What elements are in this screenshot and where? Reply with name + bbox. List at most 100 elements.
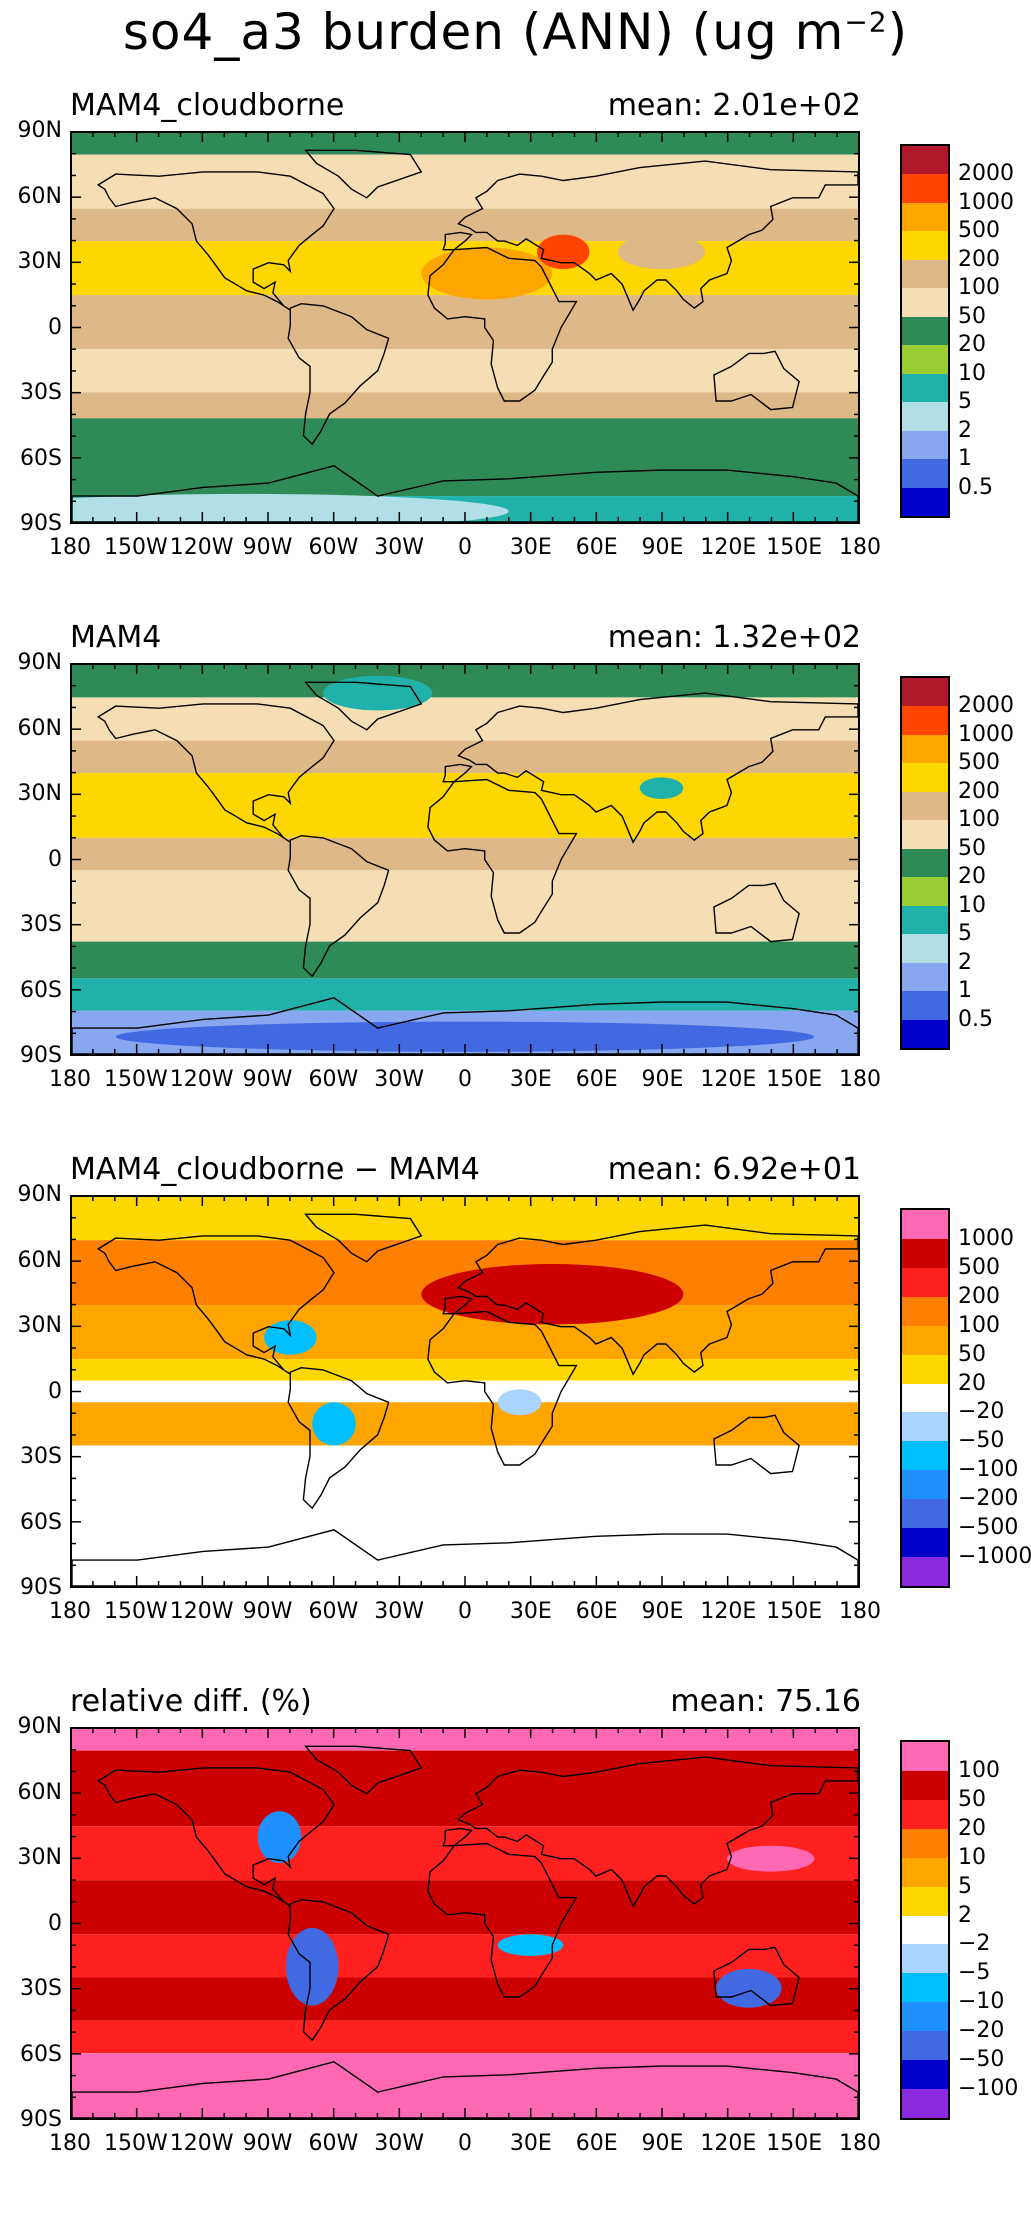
colorbar-swatch xyxy=(902,820,948,851)
panel-mean: mean: 75.16 xyxy=(670,1684,861,1719)
colorbar-swatch xyxy=(902,1886,948,1918)
lon-tick-label: 120W xyxy=(169,1067,234,1092)
panel-mean: mean: 1.32e+02 xyxy=(607,620,861,655)
lat-tick-label: 90N xyxy=(17,1182,62,1207)
lat-tick-label: 60N xyxy=(17,1247,62,1273)
lat-tick-label: 90S xyxy=(20,511,62,536)
colorbar-swatch xyxy=(902,1412,948,1443)
colorbar-label: 2000 xyxy=(958,693,1014,719)
colorbar-swatch xyxy=(902,316,948,347)
lon-tick-label: 0 xyxy=(458,1067,472,1092)
colorbar-label: 200 xyxy=(958,1283,1000,1309)
colorbar-label: 1000 xyxy=(958,1225,1014,1251)
colorbar-swatch xyxy=(902,1296,948,1328)
colorbar xyxy=(900,676,950,1050)
lon-tick-label: 90E xyxy=(641,535,684,560)
colorbar-swatch xyxy=(902,991,948,1022)
colorbar-swatch xyxy=(902,2089,948,2119)
colorbar-label: −2 xyxy=(958,1931,991,1957)
map-field xyxy=(72,1729,858,2118)
lat-tick-label: 30N xyxy=(17,249,62,274)
lon-tick-label: 120W xyxy=(169,2131,234,2156)
colorbar-swatch xyxy=(902,1799,948,1831)
colorbar-label: 200 xyxy=(958,246,1000,272)
colorbar-swatch xyxy=(902,1354,948,1386)
colorbar-label: 5 xyxy=(958,389,972,415)
lat-tick-label: 90N xyxy=(17,1714,62,1739)
colorbar-swatch xyxy=(902,1770,948,1802)
lon-tick-label: 90W xyxy=(242,1599,293,1624)
panel-title: MAM4_cloudborne xyxy=(70,88,345,123)
lon-tick-label: 120E xyxy=(700,535,757,560)
lon-tick-label: 150W xyxy=(103,2131,168,2156)
lon-tick-label: 120E xyxy=(700,1067,757,1092)
lon-tick-label: 30E xyxy=(509,2131,552,2156)
colorbar-swatch xyxy=(902,345,948,376)
colorbar-swatch xyxy=(902,2060,948,2091)
colorbar-swatch xyxy=(902,1238,948,1270)
colorbar-swatch xyxy=(902,402,948,433)
colorbar-label: 1 xyxy=(958,446,972,472)
colorbar-swatch xyxy=(902,1019,948,1049)
lon-tick-label: 180 xyxy=(839,535,881,560)
lon-tick-label: 30W xyxy=(374,535,425,560)
colorbar-swatch xyxy=(902,231,948,262)
map-panel: MAM4_cloudborne − MAM4 mean: 6.92e+01 90N 6… xyxy=(0,1152,1031,1682)
colorbar-swatch xyxy=(902,1210,948,1241)
colorbar-label: 20 xyxy=(958,864,986,890)
lon-tick-label: 90E xyxy=(641,2131,684,2156)
lon-tick-label: 60E xyxy=(575,1599,618,1624)
colorbar-swatch xyxy=(902,1857,948,1889)
lat-tick-label: 30N xyxy=(17,781,62,806)
lon-tick-label: 90W xyxy=(242,2131,293,2156)
colorbar-swatch xyxy=(902,1742,948,1773)
colorbar-label: 20 xyxy=(958,1815,986,1841)
lon-tick-label: 150W xyxy=(103,1599,168,1624)
panel-title: MAM4 xyxy=(70,620,162,655)
colorbar-label: 100 xyxy=(958,1312,1000,1338)
colorbar-swatch xyxy=(902,373,948,404)
lon-tick-label: 120E xyxy=(700,1599,757,1624)
lon-tick-label: 90E xyxy=(641,1067,684,1092)
lat-tick-label: 0 xyxy=(48,846,62,872)
lat-tick-label: 0 xyxy=(48,314,62,340)
map-panel: relative diff. (%) mean: 75.16 90N 60N 30N 0 3… xyxy=(0,1684,1031,2214)
lon-tick-label: 30W xyxy=(374,2131,425,2156)
colorbar-label: −20 xyxy=(958,1399,1005,1425)
colorbar-label: 50 xyxy=(958,1341,986,1367)
colorbar-label: 500 xyxy=(958,218,1000,244)
lat-tick-label: 60N xyxy=(17,183,62,209)
lon-tick-label: 180 xyxy=(49,1067,91,1092)
colorbar-label: −1000 xyxy=(958,1544,1031,1570)
lon-tick-label: 30W xyxy=(374,1599,425,1624)
colorbar-swatch xyxy=(902,791,948,822)
colorbar-label: 0.5 xyxy=(958,1006,993,1032)
lon-tick-label: 0 xyxy=(458,535,472,560)
lat-tick-label: 90N xyxy=(17,650,62,675)
lon-tick-label: 180 xyxy=(839,2131,881,2156)
figure-title: so4_a3 burden (ANN) (ug m−2) xyxy=(122,3,909,61)
map-plot xyxy=(70,131,860,524)
colorbar-swatch xyxy=(902,459,948,490)
lat-tick-label: 30N xyxy=(17,1845,62,1870)
lon-tick-label: 150W xyxy=(103,1067,168,1092)
colorbar-swatch xyxy=(902,288,948,319)
map-panel: MAM4 mean: 1.32e+02 90N 60N 30N 0 30S 60S 90S 180… xyxy=(0,620,1031,1150)
map-field xyxy=(72,1197,858,1586)
lon-tick-label: 60E xyxy=(575,2131,618,2156)
lat-tick-label: 60S xyxy=(20,977,62,1003)
colorbar-swatch xyxy=(902,1441,948,1472)
lon-tick-label: 0 xyxy=(458,2131,472,2156)
colorbar-label: 500 xyxy=(958,750,1000,776)
lon-tick-label: 180 xyxy=(49,2131,91,2156)
colorbar-label: 2000 xyxy=(958,161,1014,187)
colorbar-swatch xyxy=(902,1325,948,1357)
lon-tick-label: 150W xyxy=(103,535,168,560)
colorbar-swatch xyxy=(902,1944,948,1975)
panel-title: MAM4_cloudborne − MAM4 xyxy=(70,1152,480,1187)
lat-tick-label: 30S xyxy=(20,380,62,405)
colorbar-swatch xyxy=(902,146,948,176)
colorbar-label: 50 xyxy=(958,835,986,861)
lon-tick-label: 180 xyxy=(839,1067,881,1092)
colorbar-label: −50 xyxy=(958,2047,1005,2073)
